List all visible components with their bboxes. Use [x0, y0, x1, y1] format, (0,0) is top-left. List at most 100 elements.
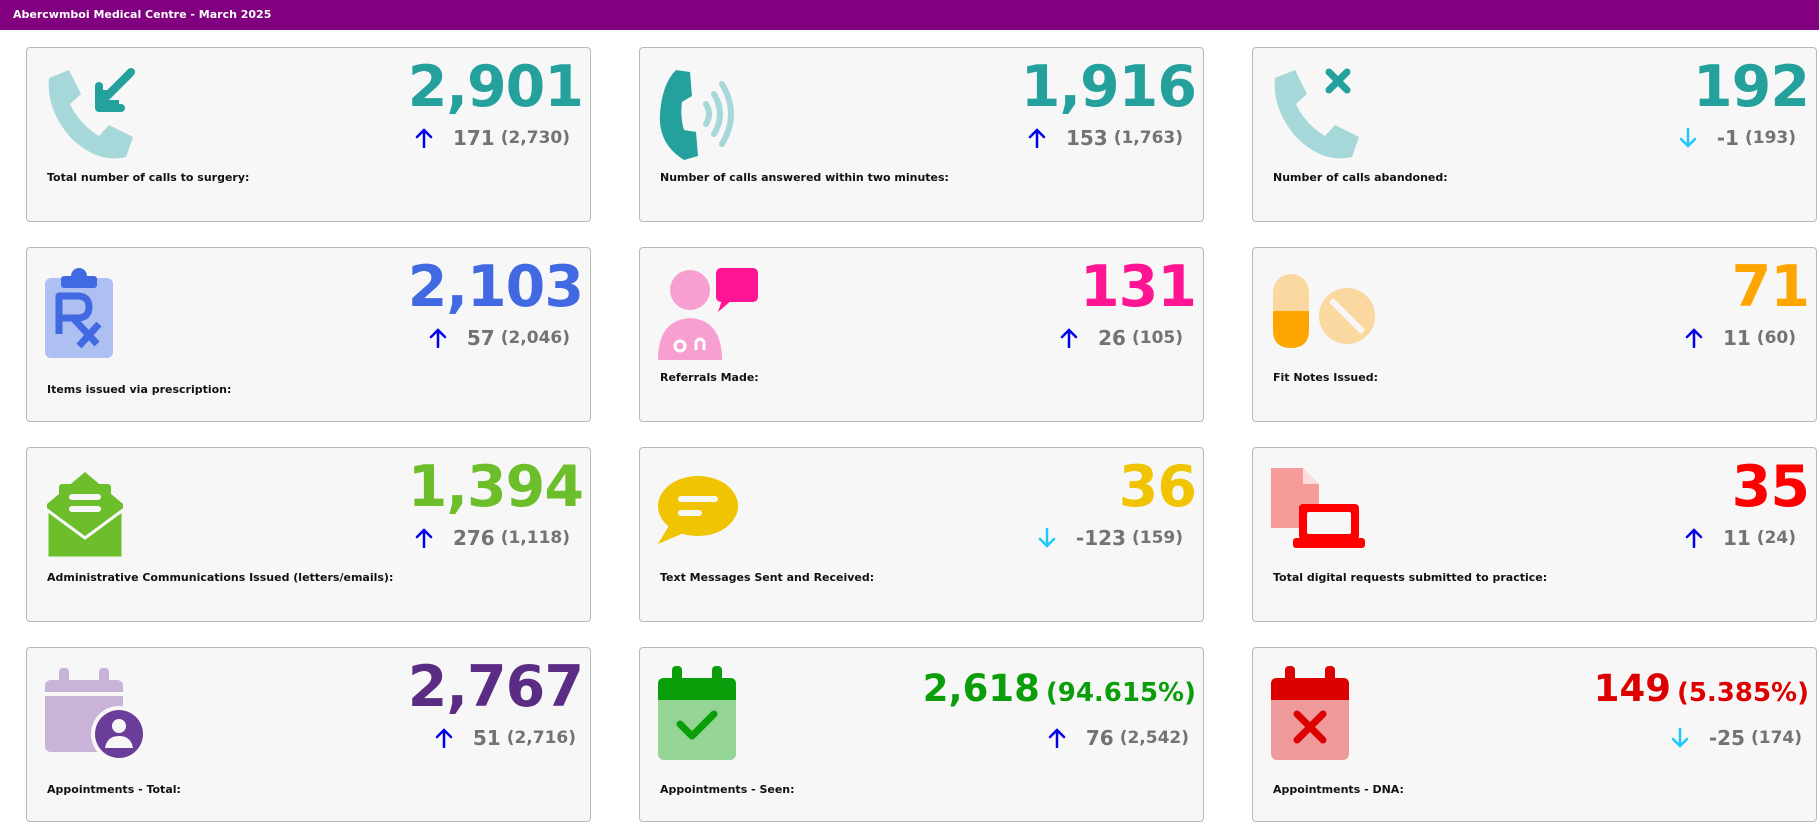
metric-value: 36 — [1118, 454, 1197, 520]
previous-value: (2,046) — [500, 328, 570, 348]
arrow-down-icon — [1679, 128, 1696, 148]
change-amount: -1 — [1716, 126, 1739, 150]
metric-value: 35 — [1731, 454, 1810, 520]
metric-label: Appointments - Total: — [47, 783, 181, 796]
previous-value: (24) — [1756, 528, 1796, 548]
open-envelope-icon — [43, 464, 153, 564]
pills-icon — [1269, 264, 1379, 364]
metric-change: -25 (174) — [1671, 726, 1802, 750]
metric-change: 171 (2,730) — [415, 126, 570, 150]
card-admin-comms[interactable]: 1,394 276 (1,118) Administrative Communi… — [26, 447, 591, 622]
arrow-down-icon — [1038, 528, 1056, 548]
card-appointments-seen[interactable]: 2,618 (94.615%) 76 (2,542) Appointments -… — [639, 647, 1204, 822]
metric-value: 1,394 — [407, 454, 584, 520]
arrow-up-icon — [1060, 328, 1078, 348]
metric-value: 2,901 — [407, 54, 584, 120]
previous-value: (2,716) — [506, 728, 576, 748]
previous-value: (159) — [1131, 528, 1183, 548]
arrow-up-icon — [415, 128, 433, 148]
file-laptop-icon — [1269, 464, 1379, 564]
metric-label: Appointments - DNA: — [1273, 783, 1404, 796]
card-referrals[interactable]: 131 26 (105) Referrals Made: — [639, 247, 1204, 422]
arrow-up-icon — [1048, 728, 1066, 748]
change-amount: 57 — [466, 326, 495, 350]
change-amount: 276 — [452, 526, 495, 550]
speech-bubble-icon — [656, 464, 766, 564]
previous-value: (105) — [1131, 328, 1183, 348]
previous-value: (193) — [1744, 128, 1796, 148]
metric-label: Total number of calls to surgery: — [47, 171, 250, 184]
metric-value: 149 (5.385%) — [1594, 664, 1809, 718]
phone-incoming-icon — [43, 64, 153, 164]
metric-value: 2,103 — [407, 254, 584, 320]
previous-value: (1,118) — [500, 528, 570, 548]
metric-label: Number of calls answered within two minu… — [660, 171, 949, 184]
previous-value: (60) — [1756, 328, 1796, 348]
card-appointments-dna[interactable]: 149 (5.385%) -25 (174) Appointments - DNA… — [1252, 647, 1817, 822]
metric-change: 57 (2,046) — [429, 326, 570, 350]
metric-change: 51 (2,716) — [435, 726, 576, 750]
dna-percent: (5.385%) — [1676, 678, 1809, 708]
metric-value: 1,916 — [1020, 54, 1197, 120]
arrow-up-icon — [1028, 128, 1046, 148]
metric-change: 76 (2,542) — [1048, 726, 1189, 750]
metric-label: Appointments - Seen: — [660, 783, 795, 796]
calendar-x-icon — [1269, 664, 1379, 764]
metric-value: 192 — [1693, 54, 1810, 120]
calendar-user-icon — [43, 664, 153, 764]
prescription-clipboard-icon — [43, 264, 153, 364]
calendar-check-icon — [656, 664, 766, 764]
card-total-calls[interactable]: 2,901 171 (2,730) Total number of calls … — [26, 47, 591, 222]
metric-label: Items issued via prescription: — [47, 383, 232, 396]
metric-value: 2,618 (94.615%) — [923, 664, 1196, 718]
arrow-up-icon — [415, 528, 433, 548]
change-amount: -25 — [1708, 726, 1745, 750]
seen-percent: (94.615%) — [1045, 678, 1196, 708]
arrow-down-icon — [1671, 728, 1689, 748]
page-title: Abercwmboi Medical Centre - March 2025 — [0, 0, 1819, 30]
card-calls-abandoned[interactable]: 192 -1 (193) Number of calls abandoned: — [1252, 47, 1817, 222]
card-appointments-total[interactable]: 2,767 51 (2,716) Appointments - Total: — [26, 647, 591, 822]
doctor-message-icon — [656, 264, 766, 364]
previous-value: (174) — [1750, 728, 1802, 748]
card-digital-requests[interactable]: 35 11 (24) Total digital requests submit… — [1252, 447, 1817, 622]
change-amount: 11 — [1722, 526, 1751, 550]
arrow-up-icon — [1685, 328, 1703, 348]
card-fit-notes[interactable]: 71 11 (60) Fit Notes Issued: — [1252, 247, 1817, 422]
dna-count: 149 — [1593, 667, 1671, 710]
metric-label: Referrals Made: — [660, 371, 759, 384]
previous-value: (1,763) — [1113, 128, 1183, 148]
metric-value: 131 — [1080, 254, 1197, 320]
change-amount: 11 — [1722, 326, 1751, 350]
metric-value: 2,767 — [407, 654, 584, 720]
change-amount: 51 — [472, 726, 501, 750]
metric-label: Number of calls abandoned: — [1273, 171, 1448, 184]
arrow-up-icon — [429, 328, 447, 348]
metric-label: Text Messages Sent and Received: — [660, 571, 875, 584]
change-amount: 26 — [1098, 326, 1126, 350]
metric-label: Fit Notes Issued: — [1273, 371, 1378, 384]
change-amount: 76 — [1085, 726, 1114, 750]
metric-change: 153 (1,763) — [1028, 126, 1183, 150]
card-calls-answered[interactable]: 1,916 153 (1,763) Number of calls answer… — [639, 47, 1204, 222]
metric-change: 11 (24) — [1685, 526, 1796, 550]
metric-label: Total digital requests submitted to prac… — [1273, 571, 1548, 584]
seen-count: 2,618 — [922, 667, 1040, 710]
arrow-up-icon — [1685, 528, 1703, 548]
arrow-up-icon — [435, 728, 453, 748]
metric-value: 71 — [1731, 254, 1810, 320]
metric-change: -1 (193) — [1679, 126, 1796, 150]
metric-label: Administrative Communications Issued (le… — [47, 571, 394, 584]
metric-change: -123 (159) — [1038, 526, 1183, 550]
change-amount: 171 — [452, 126, 495, 150]
previous-value: (2,542) — [1119, 728, 1189, 748]
change-amount: 153 — [1065, 126, 1108, 150]
change-amount: -123 — [1075, 526, 1126, 550]
card-text-messages[interactable]: 36 -123 (159) Text Messages Sent and Rec… — [639, 447, 1204, 622]
metric-change: 276 (1,118) — [415, 526, 570, 550]
metric-change: 26 (105) — [1060, 326, 1183, 350]
previous-value: (2,730) — [500, 128, 570, 148]
card-prescriptions[interactable]: 2,103 57 (2,046) Items issued via prescr… — [26, 247, 591, 422]
phone-missed-icon — [1269, 64, 1379, 164]
phone-ringing-icon — [656, 64, 766, 164]
